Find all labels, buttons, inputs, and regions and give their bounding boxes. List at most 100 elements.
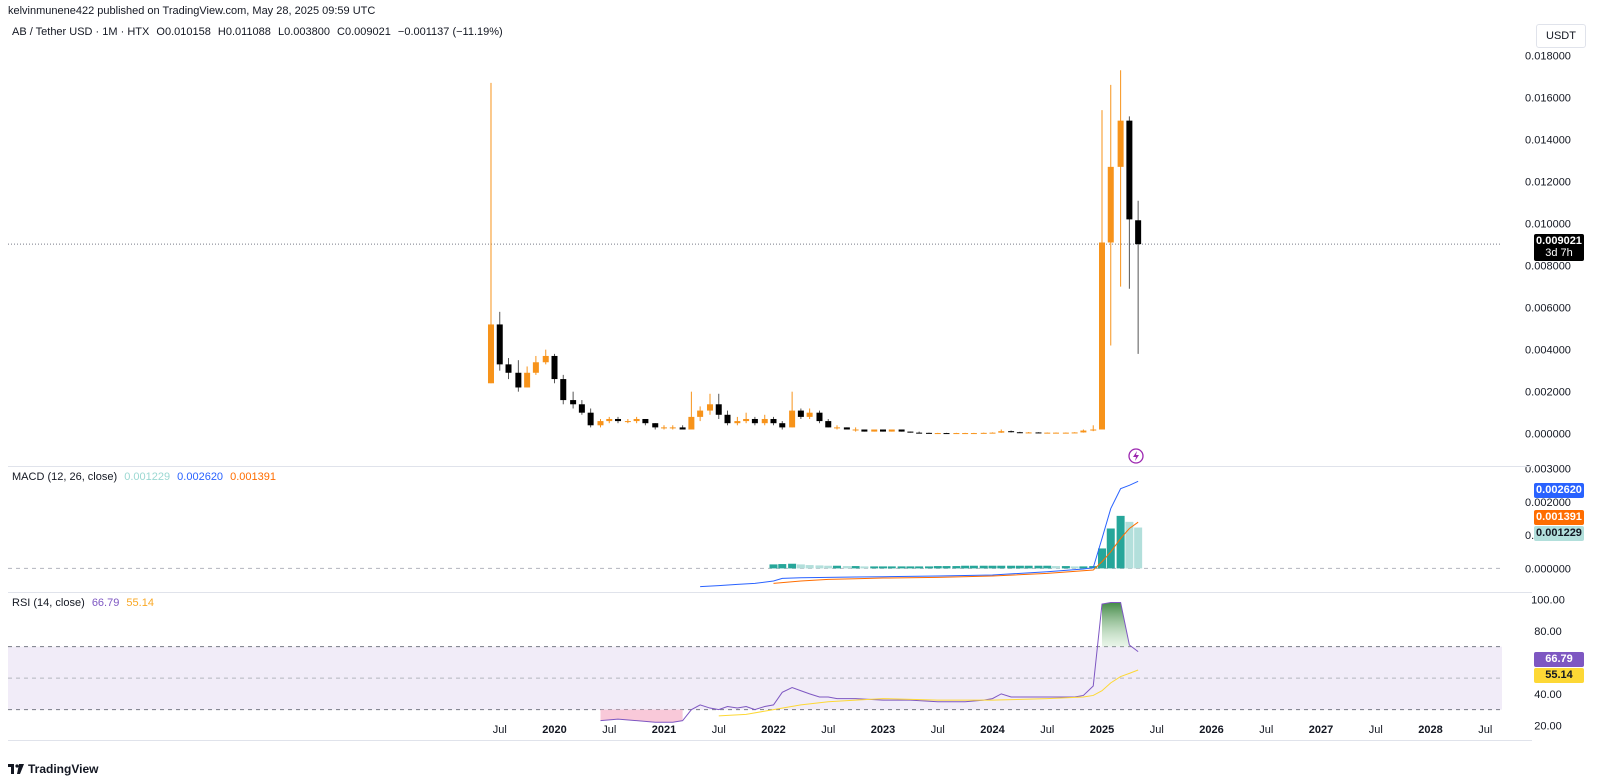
candle-body (943, 433, 950, 435)
time-axis-tick-label: 2025 (1090, 724, 1114, 736)
last-price-value: 0.009021 (1536, 235, 1582, 247)
candle-body (1025, 432, 1032, 434)
macd-histogram-bar (897, 566, 906, 569)
macd-histogram-bar (778, 564, 787, 569)
macd-axis-tick-label: 0.000000 (1525, 563, 1571, 575)
candle-body (587, 412, 594, 426)
candle-body (615, 418, 622, 422)
publisher-line: kelvinmunene422 published on TradingView… (8, 5, 376, 17)
macd-pane (8, 480, 1502, 588)
price-axis-tick-label: 0.012000 (1525, 177, 1571, 189)
candle-countdown: 3d 7h (1534, 246, 1584, 261)
candle-body (871, 429, 878, 432)
macd-histogram-bar (906, 566, 915, 569)
rsi-legend: RSI (14, close) 66.79 55.14 (12, 597, 158, 609)
price-axis-tick-label: 0.002000 (1525, 387, 1571, 399)
macd-histogram-bar (988, 565, 997, 569)
macd-histogram-bar (842, 566, 851, 569)
rsi-indicator-name[interactable]: RSI (14, close) (12, 597, 85, 609)
rsi-ma-value: 55.14 (126, 597, 154, 609)
candle-body (532, 362, 539, 373)
macd-histogram-bar (1043, 565, 1052, 569)
candle-body (505, 364, 512, 373)
rsi-price-tag: 66.79 (1534, 652, 1584, 667)
ohlc-low: L0.003800 (277, 26, 330, 38)
symbol-name[interactable]: AB / Tether USD · 1M · HTX (12, 26, 150, 38)
candle-body (1044, 432, 1051, 434)
macd-histogram-bar (833, 565, 842, 569)
rsi-axis-tick-label: 80.00 (1534, 626, 1562, 638)
candle-body (524, 372, 531, 388)
macd-histogram-bar (1034, 565, 1043, 569)
price-axis-tick-label: 0.010000 (1525, 219, 1571, 231)
macd-histogram-bar (1052, 566, 1061, 569)
candle-body (970, 433, 977, 435)
macd-histogram-bar (1015, 565, 1024, 569)
rsi-ma-line (718, 669, 1139, 717)
candle-body (898, 429, 905, 432)
price-axis-tick-label: 0.016000 (1525, 93, 1571, 105)
pane-divider[interactable] (8, 466, 1532, 467)
rsi-value: 66.79 (91, 597, 120, 609)
macd-indicator-name[interactable]: MACD (12, 26, close) (12, 471, 118, 483)
candle-body (661, 427, 667, 429)
macd-histogram-bar (1134, 527, 1143, 569)
macd-signal-value: 0.001391 (230, 471, 277, 483)
time-axis-tick-label: 2027 (1309, 724, 1333, 736)
macd-histogram-bar (887, 566, 896, 569)
candle-body (652, 423, 659, 428)
macd-histogram-bar (1079, 566, 1088, 569)
candle-body (779, 423, 786, 428)
time-axis-tick-label: Jul (821, 724, 835, 736)
macd-legend: MACD (12, 26, close) 0.001229 0.002620 0… (12, 471, 280, 483)
candle-body (1016, 432, 1023, 434)
candle-body (679, 427, 686, 430)
tradingview-logo[interactable]: TradingView (8, 762, 98, 776)
time-axis-tick-label: 2023 (871, 724, 895, 736)
time-axis-tick-label: 2026 (1199, 724, 1223, 736)
candle-body (642, 418, 649, 424)
candle-body (770, 418, 777, 424)
macd-histogram-bar (1070, 566, 1079, 569)
candle-body (880, 429, 886, 432)
candle-body (715, 404, 722, 415)
macd-histogram-bar (824, 565, 833, 569)
rsi-axis-tick-label: 40.00 (1534, 689, 1562, 701)
macd-histogram-bar (915, 566, 924, 569)
rsi-oversold-fill (600, 709, 683, 723)
macd-histogram-bar (961, 565, 970, 569)
time-axis-tick-label: Jul (602, 724, 616, 736)
candle-body (669, 427, 676, 429)
currency-unit-button[interactable]: USDT (1536, 24, 1586, 48)
candle-body (633, 418, 640, 422)
candle-body (888, 429, 895, 432)
lightning-icon-bolt (1133, 451, 1139, 461)
time-axis-tick-label: 2028 (1418, 724, 1442, 736)
candle-body (789, 410, 796, 428)
macd-histogram-bar (769, 564, 778, 569)
symbol-legend: AB / Tether USD · 1M · HTX O0.010158 H0.… (12, 26, 507, 38)
candle-body (606, 418, 613, 422)
candle-body (496, 324, 503, 365)
candle-body (925, 432, 932, 434)
time-axis-tick-label: 2020 (542, 724, 566, 736)
price-pane (8, 70, 1502, 464)
candle-body (1071, 432, 1078, 434)
ohlc-high: H0.011088 (217, 26, 271, 38)
candle-body (1099, 242, 1105, 430)
rsi-line (600, 601, 1139, 723)
candle-body (551, 355, 558, 380)
lightning-icon[interactable] (1128, 448, 1144, 464)
macd-histogram-bar (879, 566, 887, 569)
candle-body (1135, 220, 1142, 245)
time-axis-tick-label: Jul (1150, 724, 1164, 736)
time-axis-tick-label: Jul (712, 724, 726, 736)
macd-axis-tick-label: 0.002000 (1525, 497, 1571, 509)
candle-body (578, 404, 585, 413)
candle-body (697, 410, 704, 417)
pane-divider[interactable] (8, 592, 1532, 593)
hist-price-tag: 0.001229 (1534, 526, 1584, 541)
candle-body (962, 433, 969, 435)
time-axis-tick-label: 2022 (761, 724, 785, 736)
